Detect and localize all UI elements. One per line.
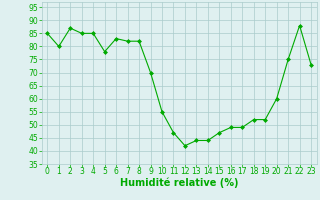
X-axis label: Humidité relative (%): Humidité relative (%) [120,178,238,188]
